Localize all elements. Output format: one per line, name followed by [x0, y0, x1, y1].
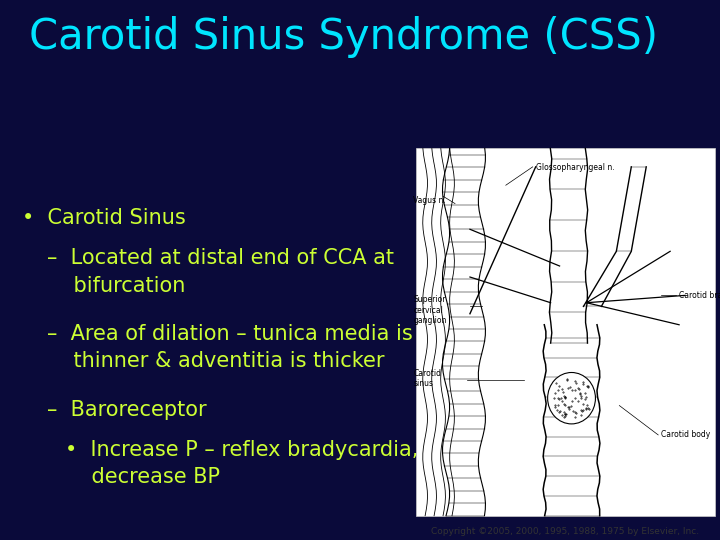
Text: –  Located at distal end of CCA at
    bifurcation: – Located at distal end of CCA at bifurc…	[47, 248, 394, 295]
Text: Glossopharyngeal n.: Glossopharyngeal n.	[536, 163, 614, 172]
Text: Copyright ©2005, 2000, 1995, 1988, 1975 by Elsevier, Inc.: Copyright ©2005, 2000, 1995, 1988, 1975 …	[431, 526, 700, 536]
Text: Carotid branches: Carotid branches	[679, 291, 720, 300]
Ellipse shape	[548, 373, 595, 424]
Text: Vagus n.: Vagus n.	[413, 196, 446, 205]
Text: Carotid body: Carotid body	[661, 430, 711, 440]
Text: Carotid Sinus Syndrome (CSS): Carotid Sinus Syndrome (CSS)	[29, 16, 658, 58]
Text: •  Carotid Sinus: • Carotid Sinus	[22, 208, 185, 228]
Text: Superior
cervical
ganglion: Superior cervical ganglion	[413, 295, 446, 325]
Text: –  Area of dilation – tunica media is
    thinner & adventitia is thicker: – Area of dilation – tunica media is thi…	[47, 324, 413, 371]
Text: Carotid
sinus: Carotid sinus	[413, 369, 441, 388]
Text: –  Baroreceptor: – Baroreceptor	[47, 400, 207, 420]
Text: •  Increase P – reflex bradycardia,
    decrease BP: • Increase P – reflex bradycardia, decre…	[65, 440, 418, 487]
FancyBboxPatch shape	[416, 148, 715, 516]
